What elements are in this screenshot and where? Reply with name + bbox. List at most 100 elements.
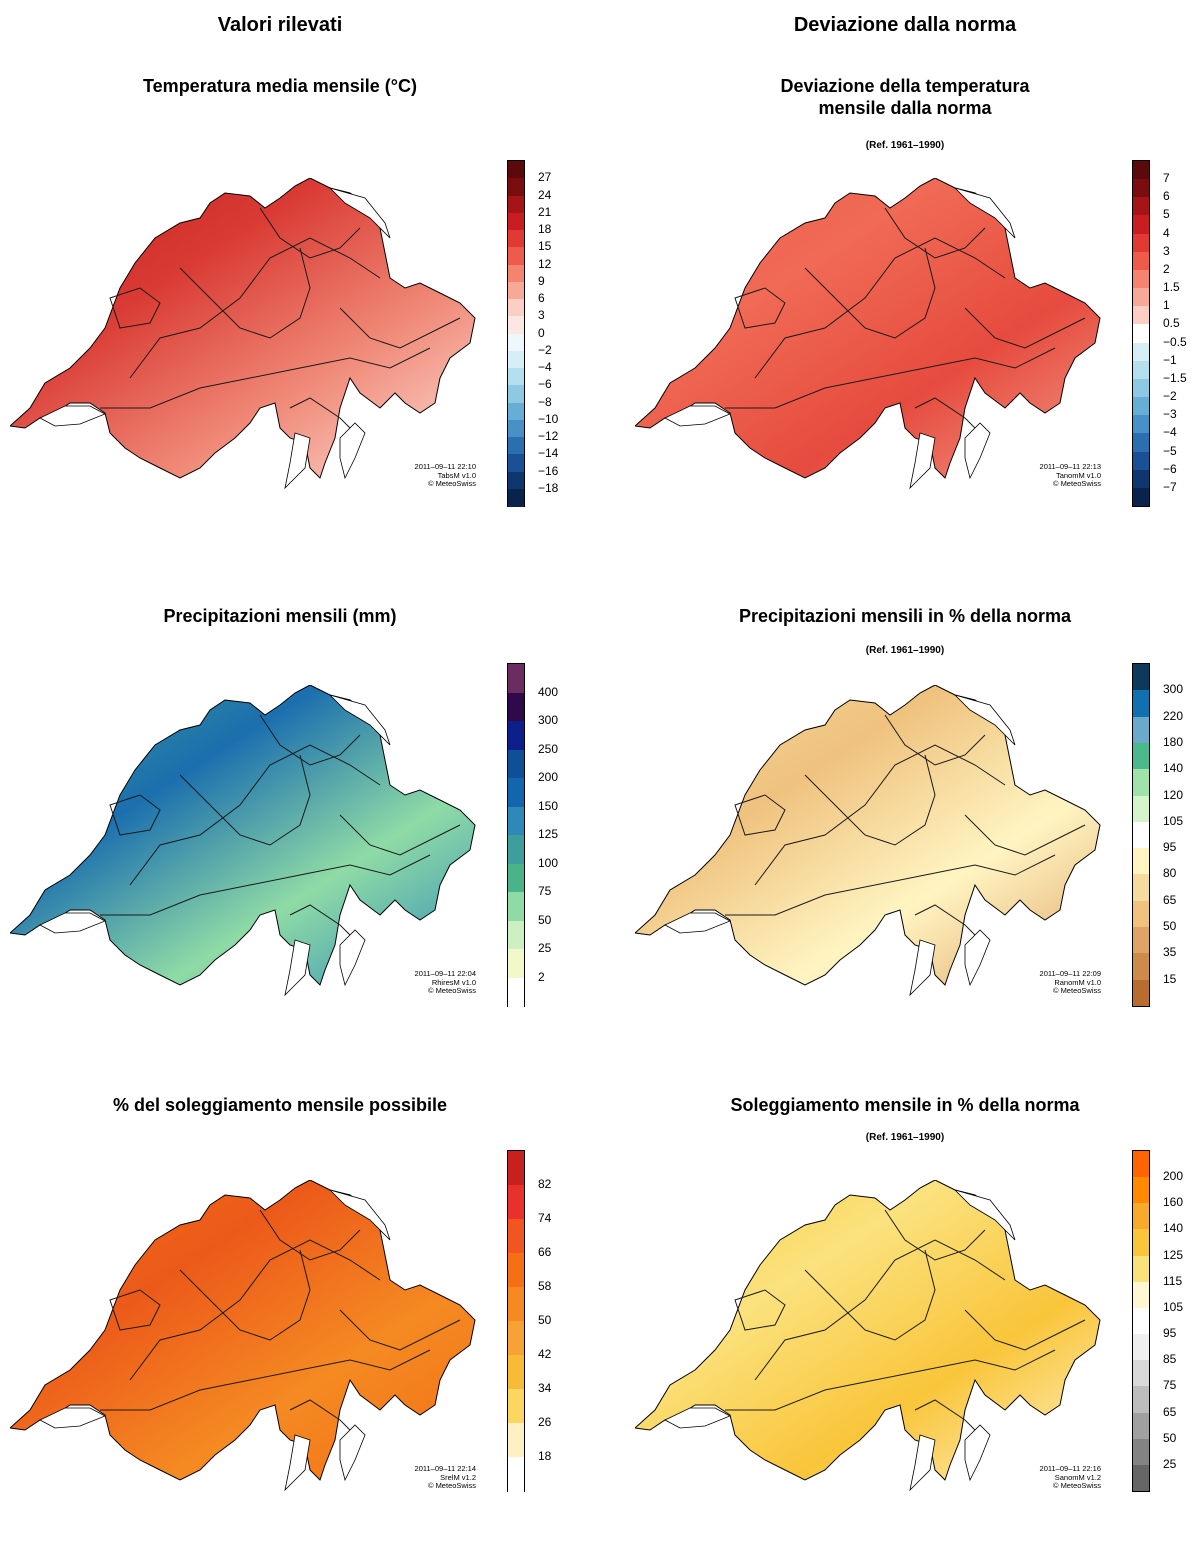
legend-swatch xyxy=(508,664,524,693)
stamp-line: © MeteoSwiss xyxy=(427,479,476,488)
lake xyxy=(909,939,936,997)
region-boundary xyxy=(129,744,381,886)
legend-swatch xyxy=(1133,197,1149,216)
region-boundary xyxy=(129,237,381,379)
legend-swatch xyxy=(1133,469,1149,489)
legend-swatch xyxy=(1133,378,1149,398)
column-header-right: Deviazione dalla norma xyxy=(793,14,1017,36)
legend-swatch xyxy=(508,299,524,317)
stamp-line: SrelM v1.2 xyxy=(440,1472,476,1482)
legend-swatch xyxy=(1133,360,1149,380)
map-stamp: 2011–09–11 22:14 SrelM v1.2 © MeteoSwiss xyxy=(330,1464,476,1491)
region-boundary xyxy=(109,794,161,836)
legend-label: 85 xyxy=(1163,1352,1177,1367)
lake xyxy=(39,912,106,934)
region-boundary xyxy=(259,207,361,259)
legend-label: 0.5 xyxy=(1163,316,1180,331)
legend-swatch xyxy=(1133,324,1149,344)
legend-label: 140 xyxy=(1163,1221,1184,1236)
region-boundary xyxy=(129,1239,381,1381)
lake xyxy=(664,912,731,934)
reference-period: (Ref. 1961–1990) xyxy=(865,645,945,656)
legend-swatch xyxy=(1133,1307,1149,1335)
legend-swatch xyxy=(1133,269,1149,289)
legend-swatch xyxy=(1133,1203,1149,1230)
legend-swatch xyxy=(1133,690,1149,718)
color-legend xyxy=(507,160,525,507)
lake xyxy=(964,1424,991,1482)
stamp-line: 2011–09–11 22:04 xyxy=(414,969,476,978)
switzerland-map xyxy=(10,1180,476,1492)
map-stamp: 2011–09–11 22:10 TabsM v1.0 © MeteoSwiss xyxy=(330,462,476,489)
legend-label: 400 xyxy=(538,684,559,699)
panel-title: Precipitazioni mensili (mm) xyxy=(163,606,397,626)
legend-label: 6 xyxy=(1163,189,1170,204)
legend-swatch xyxy=(508,977,524,1007)
legend-label: 120 xyxy=(1163,787,1184,802)
color-legend xyxy=(1132,1150,1150,1492)
legend-label: 0 xyxy=(538,325,545,340)
legend-label: 25 xyxy=(538,941,552,955)
legend-swatch xyxy=(1133,1412,1149,1440)
legend-swatch xyxy=(1133,1281,1149,1309)
legend-label: 6 xyxy=(538,291,545,305)
lake xyxy=(339,929,366,987)
legend-swatch xyxy=(1133,1229,1149,1257)
region-boundary xyxy=(725,347,1056,409)
legend-swatch xyxy=(508,368,524,386)
legend-label: 1 xyxy=(1163,298,1170,313)
legend-swatch xyxy=(1133,900,1149,928)
legend-label: 50 xyxy=(1163,919,1177,934)
map-stamp: 2011–09–11 22:16 SanomM v1.2 © MeteoSwiss xyxy=(955,1464,1101,1491)
legend-swatch xyxy=(508,920,524,950)
legend-label: 200 xyxy=(1163,1169,1184,1184)
region-boundary xyxy=(734,794,786,836)
legend-label: 50 xyxy=(538,1313,552,1327)
legend-label: 140 xyxy=(1163,761,1184,776)
color-legend xyxy=(1132,663,1150,1007)
legend-swatch xyxy=(508,1457,524,1492)
legend-label: −2 xyxy=(538,342,552,357)
stamp-line: © MeteoSwiss xyxy=(1052,1481,1101,1490)
region-boundary xyxy=(339,814,461,856)
legend-label: 65 xyxy=(1163,892,1177,907)
region-boundary xyxy=(259,714,361,766)
lake xyxy=(909,432,936,490)
lake xyxy=(284,432,311,490)
legend-swatch xyxy=(508,437,524,455)
country-shape xyxy=(10,685,476,986)
legend-label: 2 xyxy=(1163,261,1170,276)
legend-label: −8 xyxy=(538,394,552,409)
legend-swatch xyxy=(1133,1386,1149,1414)
legend-swatch xyxy=(1133,251,1149,271)
stamp-line: 2011–09–11 22:09 xyxy=(1039,969,1101,978)
legend-label: 50 xyxy=(538,912,552,927)
legend-swatch xyxy=(508,1253,524,1288)
switzerland-map xyxy=(635,1180,1101,1492)
legend-label: 115 xyxy=(1163,1273,1183,1288)
legend-swatch xyxy=(1133,848,1149,875)
legend-swatch xyxy=(1133,342,1149,362)
map-stamp: 2011–09–11 22:09 RanomM v1.0 © MeteoSwiss xyxy=(955,969,1101,996)
stamp-line: © MeteoSwiss xyxy=(427,986,476,995)
region-boundary xyxy=(964,307,1086,349)
legend-swatch xyxy=(1133,1464,1149,1492)
legend-swatch xyxy=(508,806,524,836)
region-boundary xyxy=(100,854,431,916)
legend-swatch xyxy=(508,749,524,779)
legend-label: 80 xyxy=(1163,866,1177,881)
legend-swatch xyxy=(508,488,524,507)
legend-swatch xyxy=(508,350,524,369)
legend-label: 105 xyxy=(1163,1299,1184,1314)
column-header-left: Valori rilevati xyxy=(217,14,343,36)
legend-label: −6 xyxy=(1163,461,1177,476)
legend-label: 74 xyxy=(538,1211,552,1225)
legend-swatch xyxy=(1133,179,1149,198)
legend-label: 75 xyxy=(1163,1378,1177,1393)
region-boundary xyxy=(804,754,936,846)
legend-swatch xyxy=(508,402,524,421)
legend-swatch xyxy=(1133,415,1149,434)
legend-swatch xyxy=(508,316,524,334)
legend-label: −0.5 xyxy=(1163,334,1187,349)
legend-label: −4 xyxy=(1163,425,1177,440)
